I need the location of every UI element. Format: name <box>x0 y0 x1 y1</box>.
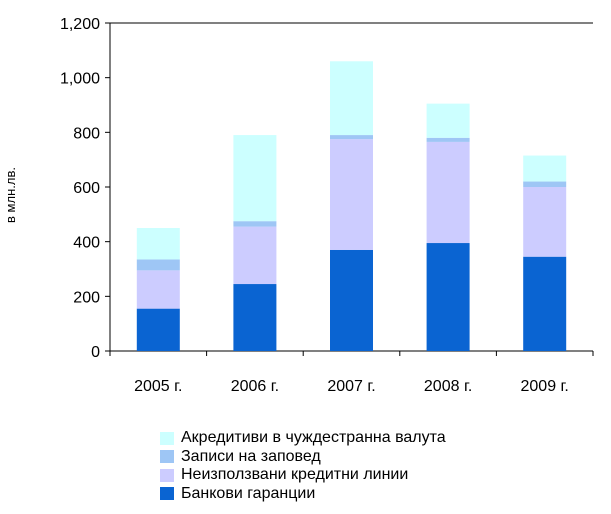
legend-item: Неизползвани кредитни линии <box>160 466 446 485</box>
bar-segment <box>523 256 567 351</box>
y-axis-title: в млн.лв. <box>3 167 18 223</box>
legend-item: Банкови гаранции <box>160 485 446 504</box>
plot-area: 0 200 400 600 800 1,000 1,200 2005 г. 2006 г. 200… <box>60 16 594 395</box>
bar-segment <box>330 139 373 250</box>
y-tick-label: 400 <box>73 235 100 252</box>
stacked-bar-chart: в млн.лв. 0 200 400 600 800 1,000 1,200 2005 г.… <box>3 16 594 395</box>
legend-label: Неизползвани кредитни линии <box>181 466 409 484</box>
x-tick-label: 2008 г. <box>424 378 472 395</box>
y-tick-label: 800 <box>73 125 100 142</box>
bar-segment <box>523 181 567 187</box>
legend-swatch <box>160 487 174 501</box>
bar-segment <box>330 135 373 140</box>
x-tick-label: 2005 г. <box>134 378 182 395</box>
y-tick-label: 0 <box>91 344 100 361</box>
bar-segment <box>330 249 373 351</box>
legend-label: Банкови гаранции <box>181 484 316 502</box>
bar-segment <box>523 155 567 182</box>
bar-segment <box>233 135 277 222</box>
bar-segment <box>136 259 180 271</box>
legend-item: Записи на заповед <box>160 448 446 467</box>
bar-segment <box>426 137 470 142</box>
bar-segment <box>136 228 180 260</box>
bar-segment <box>233 221 277 227</box>
legend-label: Акредитиви в чуждестранна валута <box>181 429 446 447</box>
bar-segment <box>136 308 180 351</box>
x-tick-label: 2006 г. <box>231 378 279 395</box>
y-tick-label: 1,200 <box>60 16 100 33</box>
bar-segment <box>136 270 180 309</box>
y-tick-label: 200 <box>73 289 100 306</box>
bar-segment <box>426 141 470 244</box>
bar-segment <box>523 187 567 257</box>
legend-swatch <box>160 468 174 482</box>
legend-item: Акредитиви в чуждестранна валута <box>160 429 446 448</box>
legend-swatch <box>160 431 174 445</box>
legend-label: Записи на заповед <box>181 447 321 465</box>
bar-segment <box>233 284 277 351</box>
y-tick-label: 1,000 <box>60 71 100 88</box>
x-tick-label: 2007 г. <box>327 378 375 395</box>
legend-swatch <box>160 450 174 464</box>
bar-segment <box>426 243 470 351</box>
x-tick-label: 2009 г. <box>521 378 569 395</box>
bar-segment <box>426 103 470 138</box>
bar-segment <box>330 61 373 136</box>
bar-segment <box>233 226 277 285</box>
legend: Акредитиви в чуждестранна валута Записи н… <box>160 429 446 503</box>
y-tick-label: 600 <box>73 180 100 197</box>
